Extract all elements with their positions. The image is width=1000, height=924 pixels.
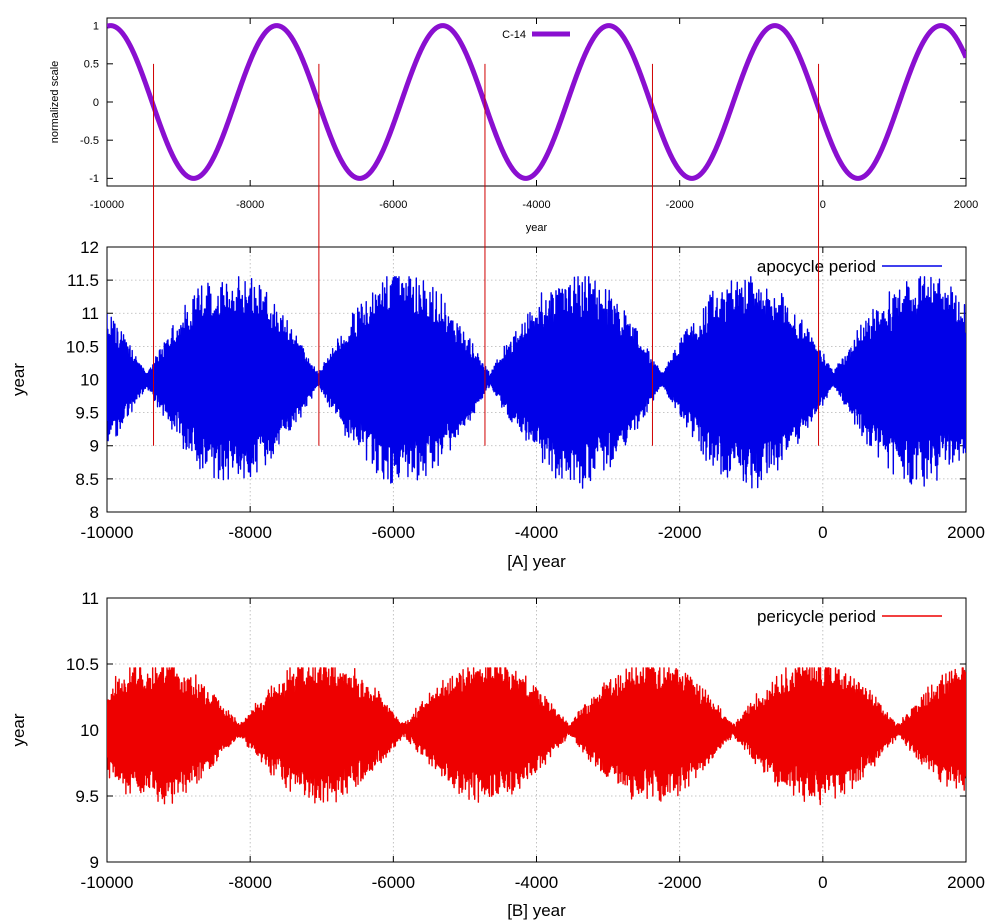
series-line-pericycle [107, 667, 966, 806]
x-tick-label: -4000 [515, 523, 558, 542]
y-tick-label: 11 [81, 589, 99, 608]
x-tick-label: 0 [820, 199, 826, 211]
y-tick-label: -1 [89, 173, 99, 185]
x-axis-label: [B] year [507, 901, 566, 920]
y-axis-label: year [9, 713, 28, 746]
x-tick-label: -10000 [81, 523, 134, 542]
y-tick-label: 8.5 [75, 470, 99, 489]
x-tick-label: 2000 [954, 199, 978, 211]
series-line-c14 [107, 23, 966, 181]
legend-label: pericycle period [757, 607, 876, 626]
x-axis-label: year [526, 222, 548, 234]
y-tick-label: 10 [80, 370, 99, 389]
x-tick-label: -10000 [90, 199, 124, 211]
x-tick-label: -6000 [379, 199, 407, 211]
legend: C-14 [502, 29, 570, 41]
y-tick-label: 0 [93, 97, 99, 109]
series-line-apocycle [107, 276, 966, 489]
legend-label: apocycle period [757, 257, 876, 276]
vertical-markers [153, 63, 820, 446]
x-tick-label: -10000 [81, 873, 134, 892]
y-tick-label: -0.5 [80, 135, 99, 147]
y-tick-label: 10.5 [66, 655, 99, 674]
x-tick-label: 0 [818, 873, 827, 892]
y-tick-label: 9 [90, 853, 99, 872]
legend: pericycle period [757, 607, 942, 626]
y-tick-label: 10.5 [66, 337, 99, 356]
x-axis-label: [A] year [507, 552, 566, 571]
x-tick-label: -8000 [228, 523, 271, 542]
y-tick-label: 9.5 [75, 787, 99, 806]
y-tick-label: 9.5 [75, 404, 99, 423]
y-tick-label: 9 [90, 437, 99, 456]
y-axis-label: normalized scale [49, 61, 61, 144]
x-tick-label: -2000 [666, 199, 694, 211]
legend-label: C-14 [502, 29, 526, 41]
y-tick-label: 11.5 [67, 271, 99, 290]
y-axis-label: year [9, 363, 28, 396]
x-tick-label: -4000 [515, 873, 558, 892]
x-tick-label: 0 [818, 523, 827, 542]
x-tick-label: -2000 [658, 873, 701, 892]
apocycle-panel: -10000 -8000 -6000 -4000 -2000 0 2000 8 8.5 9 9.5 1… [9, 238, 985, 571]
y-tick-label: 8 [90, 503, 99, 522]
x-tick-label: -8000 [236, 199, 264, 211]
x-tick-label: -8000 [228, 873, 271, 892]
y-tick-label: 11 [81, 304, 99, 323]
y-tick-label: 12 [80, 238, 99, 257]
x-tick-label: 2000 [947, 523, 985, 542]
legend: apocycle period [757, 257, 942, 276]
x-tick-label: 2000 [947, 873, 985, 892]
x-tick-label: -4000 [522, 199, 550, 211]
x-tick-label: -6000 [372, 523, 415, 542]
c14-panel: -10000 -8000 -6000 -4000 -2000 0 2000 -1 -0.5 0 0.… [49, 17, 978, 234]
y-tick-label: 1 [93, 20, 99, 32]
x-tick-label: -6000 [372, 873, 415, 892]
x-tick-label: -2000 [658, 523, 701, 542]
y-tick-label: 0.5 [84, 59, 99, 71]
pericycle-panel: -10000 -8000 -6000 -4000 -2000 0 2000 9 9.5 10 10.… [9, 589, 985, 920]
y-tick-label: 10 [80, 721, 99, 740]
